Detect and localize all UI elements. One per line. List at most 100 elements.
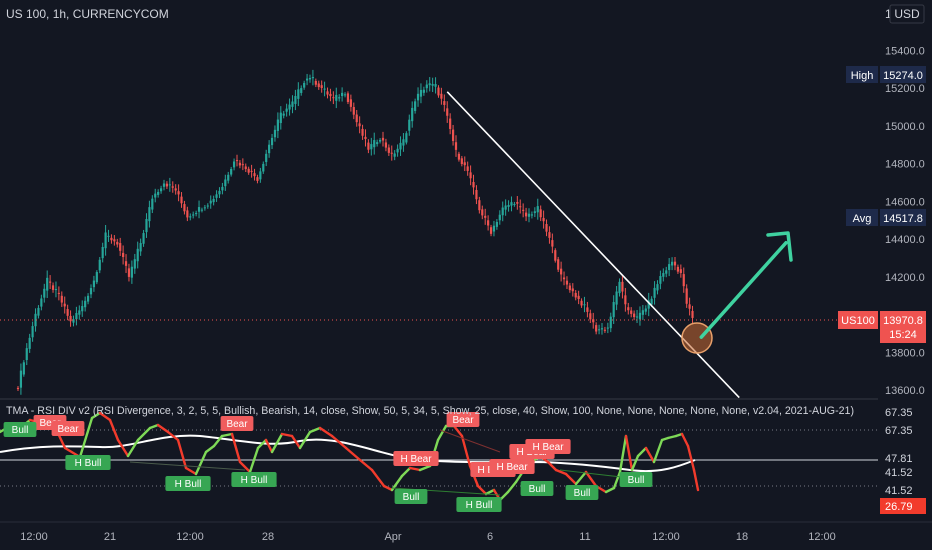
candle <box>516 196 519 210</box>
last-price: 13970.8 <box>883 315 923 327</box>
candle <box>592 312 595 329</box>
candle <box>145 213 148 238</box>
candle <box>425 80 428 93</box>
candle <box>422 86 425 96</box>
indicator-title[interactable]: TMA - RSI DIV v2 (RSI Divergence, 3, 2, … <box>6 405 854 417</box>
candle <box>349 94 352 112</box>
candle <box>250 164 253 178</box>
candle <box>633 310 636 321</box>
candle <box>69 310 72 327</box>
rsi-axis-labels: 67.35 67.35 47.81 41.52 41.52 26.79 <box>880 407 926 514</box>
projection-arrow[interactable] <box>699 231 793 339</box>
candle <box>414 98 417 114</box>
candle <box>168 177 171 192</box>
candle <box>195 210 198 217</box>
candle <box>253 168 256 181</box>
candle <box>513 201 516 207</box>
candle <box>685 284 688 308</box>
candle <box>355 109 358 127</box>
bull-divergence-label[interactable]: Bull <box>619 472 653 487</box>
candle <box>63 296 66 314</box>
candle <box>419 83 423 104</box>
currency-button[interactable] <box>889 4 925 24</box>
candle <box>469 165 472 186</box>
candle <box>492 220 496 237</box>
candle <box>124 254 128 273</box>
bear-divergence-label[interactable]: Bear <box>51 421 85 436</box>
candle <box>586 301 589 318</box>
bull-divergence-label[interactable]: Bull <box>394 489 428 504</box>
candle <box>676 264 680 274</box>
bear-divergence-label[interactable]: Bear <box>446 412 480 427</box>
highlight-circle[interactable] <box>681 322 713 354</box>
candle <box>230 166 233 177</box>
bar-countdown: 15:24 <box>889 329 917 341</box>
candle <box>364 129 367 147</box>
candle <box>25 343 28 366</box>
bear-divergence-label[interactable]: H Bear <box>393 451 439 466</box>
candle <box>635 309 639 324</box>
candle <box>457 151 461 162</box>
price-pane[interactable]: US 100, 1h, CURRENCYCOM <box>0 7 878 399</box>
price-axis[interactable]: 15400.0 15200.0 15000.0 14800.0 14600.0 14400… <box>838 0 932 550</box>
candle <box>489 224 493 237</box>
bear-divergence-label[interactable]: H Bear <box>525 439 571 454</box>
candle <box>384 138 388 152</box>
candle <box>28 333 31 353</box>
symbol-title[interactable]: US 100, 1h, CURRENCYCOM <box>6 7 169 21</box>
bear-divergence-label[interactable]: Bear <box>220 416 254 431</box>
svg-text:H Bear: H Bear <box>400 454 432 465</box>
candle <box>580 298 583 308</box>
candle <box>209 195 212 209</box>
time-axis[interactable]: 12:00 21 12:00 28 Apr 6 11 12:00 18 12:00 <box>0 521 932 543</box>
candle <box>338 94 341 102</box>
candle <box>282 110 285 119</box>
candle <box>437 85 440 98</box>
bull-divergence-label[interactable]: Bull <box>3 422 37 437</box>
candle <box>396 144 399 157</box>
candle <box>627 302 630 315</box>
candle <box>542 210 545 229</box>
svg-text:Bull: Bull <box>403 492 420 503</box>
candle <box>495 219 498 230</box>
bull-divergence-label[interactable]: Bull <box>565 485 599 500</box>
avg-value: 14517.8 <box>883 213 923 225</box>
candlestick-series <box>16 69 694 395</box>
bull-divergence-label[interactable]: H Bull <box>456 497 502 512</box>
bull-divergence-label[interactable]: H Bull <box>231 472 277 487</box>
bear-divergence-label[interactable]: H Bear <box>489 459 535 474</box>
candle <box>37 305 40 319</box>
candle <box>84 296 87 312</box>
candle <box>589 309 592 323</box>
candle <box>565 276 569 290</box>
svg-text:Bear: Bear <box>57 424 79 435</box>
candle <box>647 292 650 317</box>
candle <box>670 257 674 271</box>
time-tick: 21 <box>104 531 116 543</box>
candle <box>451 124 455 146</box>
bull-divergence-label[interactable]: Bull <box>520 481 554 496</box>
candle <box>95 270 98 285</box>
candle <box>603 326 607 333</box>
rsi-axis-value: 67.35 <box>885 407 913 419</box>
bull-divergence-label[interactable]: H Bull <box>165 476 211 491</box>
time-tick: 12:00 <box>20 531 48 543</box>
candle <box>393 150 396 161</box>
candle <box>390 145 393 161</box>
candle <box>644 305 647 315</box>
candle <box>43 283 46 303</box>
candle <box>688 297 691 316</box>
symbol-label: US100 <box>841 315 875 327</box>
candle <box>595 322 598 335</box>
candle <box>92 275 96 292</box>
candle <box>653 281 656 305</box>
candle <box>16 386 20 391</box>
svg-text:Bull: Bull <box>574 488 591 499</box>
currency-label[interactable]: USD <box>894 7 920 21</box>
high-value-badge <box>880 66 926 83</box>
candle <box>621 274 624 299</box>
bull-divergence-label[interactable]: H Bull <box>65 455 111 470</box>
candle <box>323 81 326 97</box>
